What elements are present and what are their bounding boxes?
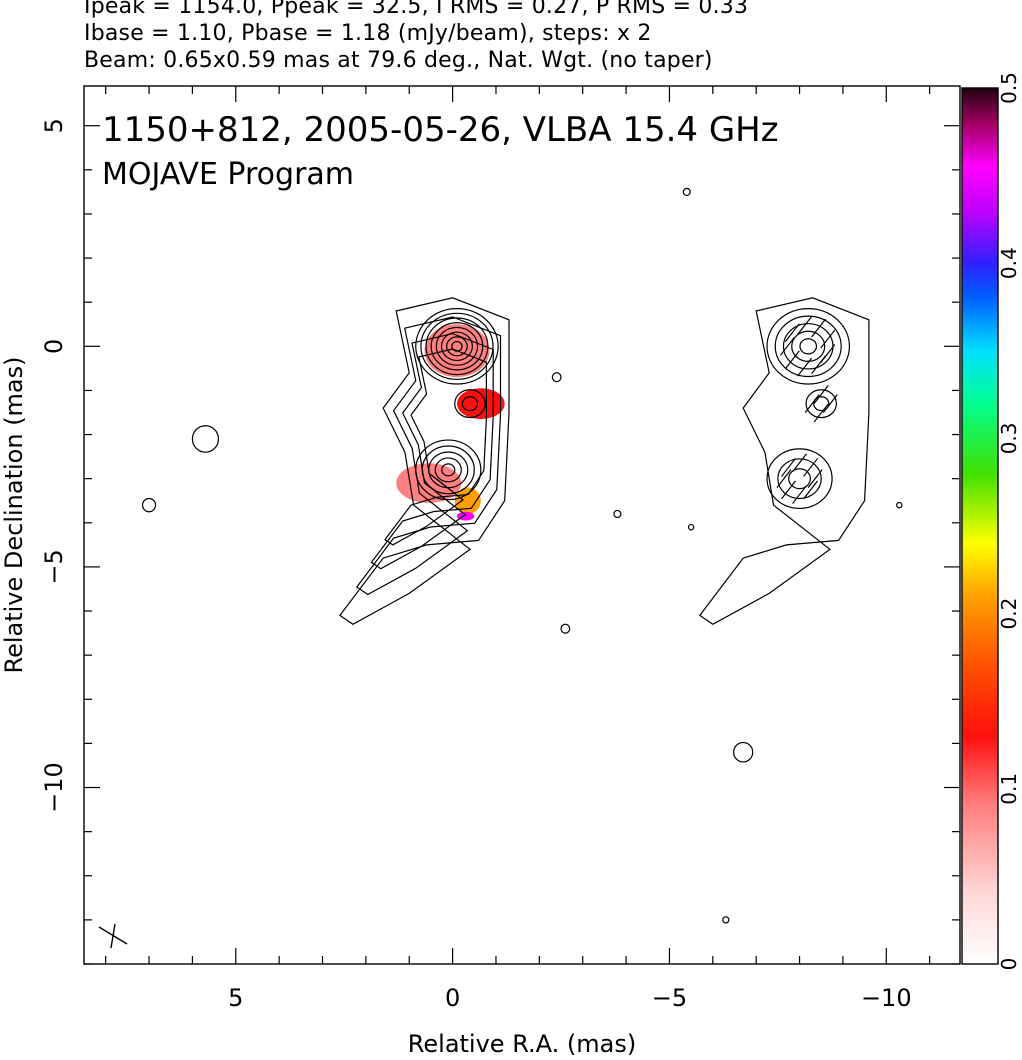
evpa-vector: [820, 329, 836, 349]
pol-patch: [454, 487, 481, 514]
x-tick-label: 5: [228, 984, 243, 1012]
noise-contour: [551, 372, 562, 383]
knot-contour: [766, 448, 833, 510]
evpa-vector: [784, 350, 800, 370]
chart-title: 1150+812, 2005-05-26, VLBA 15.4 GHz: [102, 110, 779, 150]
colorbar-label: 0.4: [997, 247, 1021, 279]
knot-contour: [813, 396, 830, 412]
evpa-vector: [792, 453, 808, 473]
evpa-vector: [781, 480, 796, 500]
core-contour: [435, 326, 479, 366]
header-line-1: Ipeak = 1154.0, Ppeak = 32.5, I RMS = 0.…: [84, 0, 749, 19]
evpa-vector: [813, 385, 829, 404]
noise-contour: [687, 523, 695, 531]
knot-contour: [788, 468, 811, 490]
x-axis-label: Relative R.A. (mas): [408, 1030, 636, 1058]
core-contour: [440, 331, 473, 362]
evpa-vector: [797, 357, 813, 377]
noise-contour: [896, 501, 903, 509]
chart-subtitle: MOJAVE Program: [102, 157, 354, 192]
contour-level: [355, 316, 502, 596]
core-contour: [420, 312, 494, 380]
plot-frame: [83, 85, 961, 965]
knot-contour: [415, 439, 482, 501]
noise-contour: [560, 623, 571, 634]
colorbar-label: 0.3: [997, 422, 1021, 454]
evpa-vector: [807, 469, 823, 489]
knot-contour: [454, 389, 486, 419]
y-tick-label: −10: [40, 762, 68, 813]
knot-contour: [428, 451, 469, 489]
evpa-vector: [779, 336, 795, 356]
colorbar-label: 0.5: [997, 72, 1021, 104]
evpa-vector: [781, 458, 796, 477]
beam-marker: [98, 923, 128, 949]
evpa-vector: [797, 316, 813, 335]
core-contour: [446, 336, 468, 357]
pol-patch: [456, 388, 505, 420]
noise-contour: [682, 187, 691, 197]
y-axis-label: Relative Declination (mas): [0, 356, 28, 673]
evpa-vector: [776, 469, 792, 489]
core-contour: [791, 330, 826, 363]
x-tick-label: 0: [445, 984, 460, 1012]
evpa-vector: [803, 480, 819, 500]
axis-ticks: 5 0 −5 −10 5 0 −5 −10 0 0.1 0.2 0.3 0.4 0.5: [40, 72, 1021, 1012]
colorbar: [962, 88, 998, 964]
contour-level: [339, 297, 510, 626]
y-tick-label: 5: [40, 118, 68, 133]
evpa-vector: [811, 355, 827, 375]
evpa-vector: [803, 458, 819, 477]
y-tick-label: −5: [40, 549, 68, 584]
knot-contour: [461, 396, 479, 412]
colorbar-label: 0.1: [997, 773, 1021, 805]
core-contour: [430, 322, 484, 371]
evpa-vector: [784, 323, 800, 343]
contour-layer: [141, 187, 903, 924]
core-contour: [799, 338, 818, 355]
contour-level: [698, 297, 870, 626]
core-contour: [766, 307, 851, 385]
knot-contour: [441, 463, 456, 477]
knot-contour: [421, 445, 475, 495]
x-tick-label: −5: [652, 984, 687, 1012]
knot-contour: [434, 457, 462, 483]
core-contour: [415, 307, 499, 385]
colorbar-frame: [961, 87, 999, 965]
core-contour: [774, 315, 842, 378]
pol-patch: [456, 511, 475, 521]
noise-contour: [733, 741, 754, 763]
evpa-vector: [792, 485, 808, 504]
header-line-2: Ibase = 1.10, Pbase = 1.18 (mJy/beam), s…: [84, 21, 652, 46]
colorbar-label: 0: [997, 958, 1021, 971]
colorbar-label: 0.2: [997, 598, 1021, 630]
noise-contour: [141, 497, 157, 513]
noise-contour: [191, 425, 220, 453]
core-contour: [425, 317, 489, 376]
evpa-vector: [804, 394, 820, 414]
knot-contour: [777, 458, 822, 500]
knot-contour: [805, 389, 838, 419]
header-line-3: Beam: 0.65x0.59 mas at 79.6 deg., Nat. W…: [84, 48, 713, 73]
contour-level: [370, 332, 494, 570]
core-contour: [451, 340, 463, 352]
evpa-vector: [811, 318, 827, 338]
noise-contour: [613, 509, 622, 519]
noise-contour: [722, 916, 730, 924]
y-tick-label: 0: [40, 339, 68, 354]
x-tick-label: −10: [861, 984, 912, 1012]
evpa-vector: [822, 394, 838, 414]
plot-frame-box: [83, 85, 961, 965]
evpa-vector: [813, 403, 829, 423]
contour-level: [384, 348, 487, 546]
